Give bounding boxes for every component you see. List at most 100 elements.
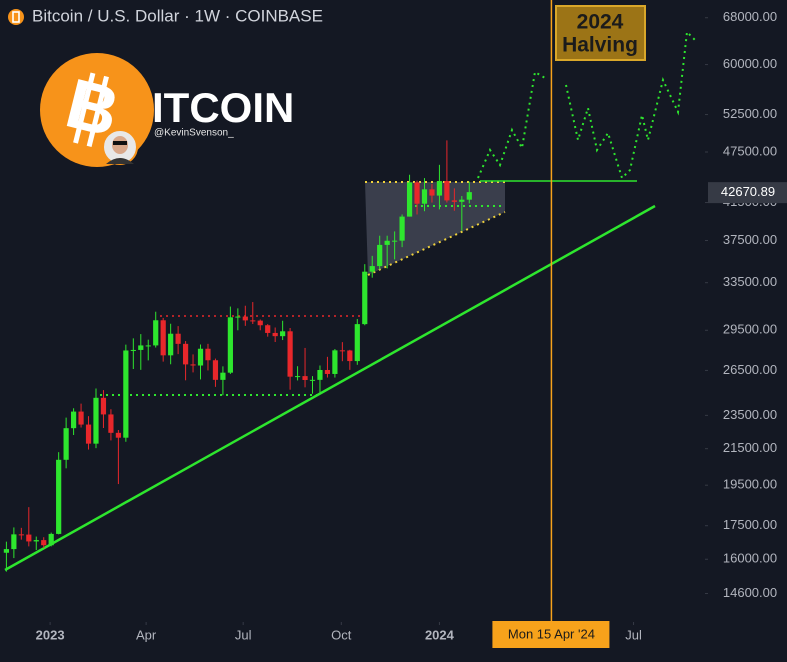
- candle-body: [115, 432, 121, 438]
- symbol-icon: [8, 9, 24, 25]
- candle-body: [100, 397, 107, 415]
- x-tick-label: 2024: [425, 627, 455, 642]
- halving-year: 2024: [577, 11, 624, 34]
- candle-body: [26, 534, 32, 542]
- candle-body: [436, 181, 443, 196]
- y-tick-label: 29500.00: [723, 322, 777, 337]
- candle-body: [41, 540, 47, 546]
- candle-body: [287, 331, 293, 377]
- triangle-bottom: [367, 211, 506, 276]
- candle-body: [235, 316, 241, 318]
- candle-body: [197, 348, 204, 366]
- candle-body: [145, 345, 151, 347]
- halving-text: Halving: [562, 34, 638, 57]
- logo-symbol-bar: [86, 75, 109, 147]
- x-tick-label: 2023: [36, 627, 65, 642]
- candle-body: [451, 200, 457, 202]
- candle-body: [33, 540, 39, 542]
- candle-body: [414, 182, 420, 204]
- candle-body: [332, 350, 338, 374]
- candle-body: [11, 534, 17, 550]
- candle-body: [339, 350, 345, 352]
- candle-body: [85, 424, 92, 444]
- halving-box: [555, 5, 646, 61]
- candle-body: [429, 189, 435, 196]
- y-tick-label: 60000.00: [723, 56, 777, 71]
- x-tick-label: Jul: [625, 627, 642, 642]
- candle-body: [130, 349, 136, 351]
- y-tick-label: 17500.00: [723, 517, 777, 532]
- logo-wordmark: ITCOIN: [152, 84, 294, 131]
- candle-body: [257, 320, 263, 326]
- candle-body: [93, 397, 99, 444]
- candle-body: [78, 411, 84, 425]
- crosshair-date-label: Mon 15 Apr '24: [508, 626, 595, 641]
- x-tick-label: Jul: [235, 627, 252, 642]
- y-tick-label: 33500.00: [723, 274, 777, 289]
- y-tick-label: 21500.00: [723, 440, 777, 455]
- logo-handle: @KevinSvenson_: [154, 128, 234, 139]
- y-tick-label: 16000.00: [723, 551, 777, 566]
- axes: 68000.0060000.0052500.0047500.0041500.00…: [36, 9, 787, 648]
- candle-body: [399, 216, 405, 241]
- candle-body: [354, 324, 360, 362]
- candle-body: [421, 189, 428, 204]
- logo-symbol-group: B: [59, 64, 127, 152]
- candle-body: [182, 343, 189, 365]
- candle-body: [294, 376, 301, 378]
- candle-body: [362, 271, 368, 325]
- candle-body: [265, 325, 271, 333]
- candle-body: [466, 192, 472, 200]
- candle-body: [18, 534, 24, 536]
- candle-body: [138, 345, 144, 350]
- candle-body: [123, 350, 129, 438]
- chart-title: Bitcoin / U.S. Dollar · 1W · COINBASE: [32, 6, 323, 25]
- candle-body: [309, 379, 316, 381]
- candle-body: [160, 320, 166, 356]
- y-tick-label: 68000.00: [723, 9, 777, 24]
- x-tick-label: Apr: [136, 627, 157, 642]
- trendline: [4, 204, 656, 572]
- y-tick-label: 23500.00: [723, 407, 777, 422]
- candle-body: [168, 333, 174, 356]
- candle-body: [384, 240, 390, 245]
- candle-body: [392, 240, 398, 242]
- candle-body: [250, 320, 256, 322]
- candle-body: [63, 428, 69, 460]
- candle-body: [459, 199, 465, 202]
- candle-body: [324, 369, 331, 374]
- symbol-icon-mark: [12, 11, 20, 23]
- candle-body: [347, 350, 353, 362]
- candle-body: [153, 320, 159, 346]
- avatar-glasses: [113, 141, 127, 145]
- y-tick-label: 26500.00: [723, 362, 777, 377]
- candles: [3, 140, 472, 572]
- y-tick-label: 52500.00: [723, 106, 777, 121]
- candle-body: [220, 372, 226, 380]
- candle-body: [444, 181, 450, 201]
- candle-body: [272, 332, 278, 337]
- projection: [565, 29, 696, 180]
- candle-body: [70, 411, 77, 429]
- last-price-box: [708, 182, 787, 204]
- y-tick-label: 14600.00: [723, 585, 777, 600]
- candle-body: [212, 360, 219, 380]
- candle-body: [205, 348, 211, 361]
- candle-body: [406, 182, 413, 217]
- candle-body: [280, 331, 286, 337]
- projection: [477, 70, 546, 179]
- y-tick-label: 47500.00: [723, 143, 777, 158]
- candle-body: [369, 266, 375, 272]
- candle-body: [108, 414, 114, 433]
- logo-symbol-bar: [73, 72, 96, 144]
- crosshair-date-box: [492, 621, 610, 648]
- last-price-label: 42670.89: [721, 184, 775, 199]
- x-tick-label: Oct: [331, 627, 352, 642]
- candle-body: [377, 244, 383, 267]
- candle-body: [56, 459, 62, 534]
- candle-body: [227, 317, 233, 373]
- candle-body: [242, 316, 248, 321]
- y-tick-label: 37500.00: [723, 232, 777, 247]
- candle-body: [317, 369, 323, 380]
- y-tick-label: 19500.00: [723, 477, 777, 492]
